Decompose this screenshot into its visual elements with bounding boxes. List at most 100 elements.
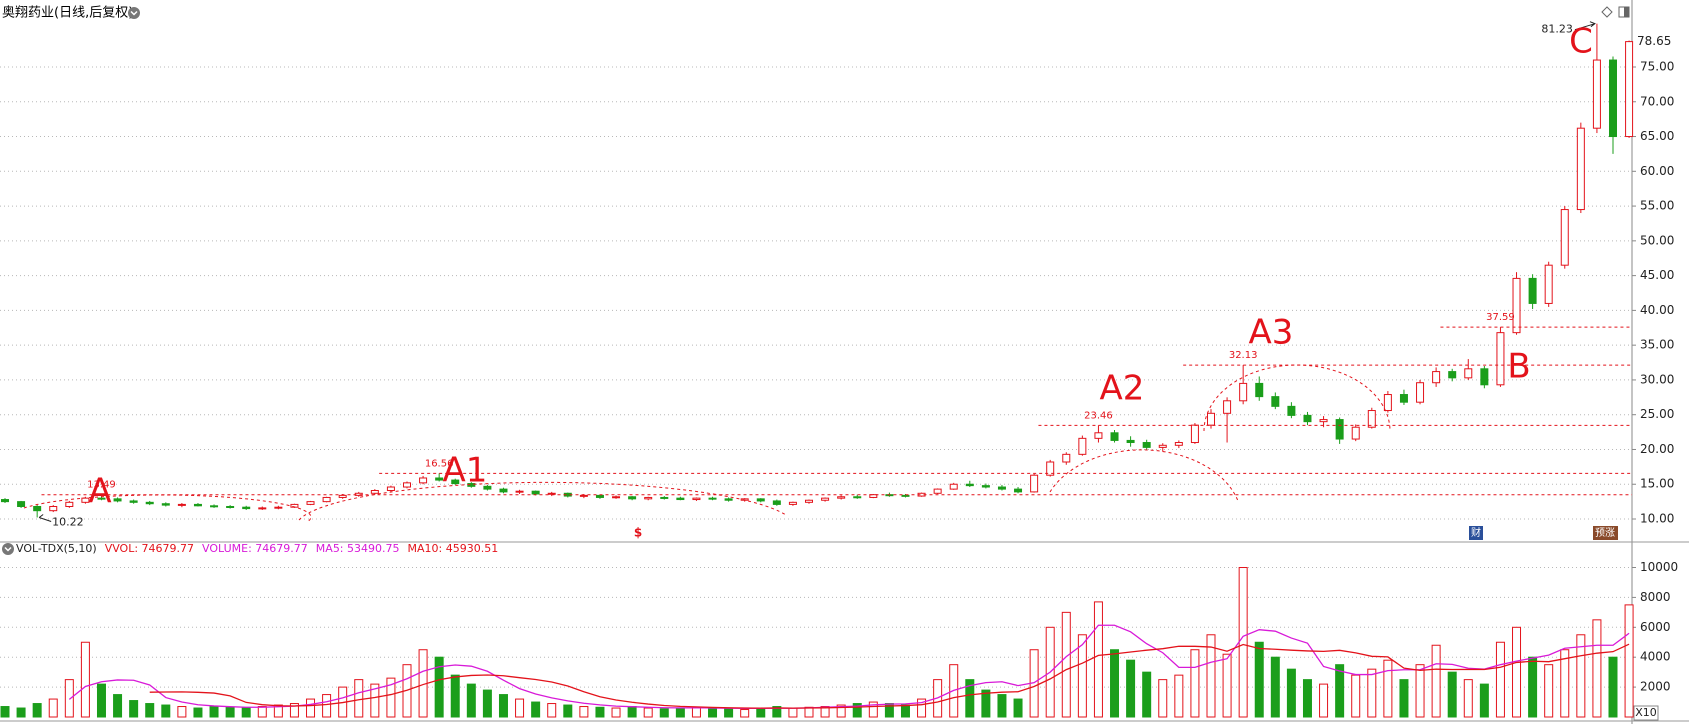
volume-bar bbox=[1512, 626, 1522, 718]
volume-bar bbox=[498, 694, 508, 718]
candle-body bbox=[1367, 410, 1376, 428]
volume-bar bbox=[724, 708, 734, 718]
ma-line bbox=[68, 624, 1630, 709]
y-tick-label: 55.00 bbox=[1640, 199, 1674, 213]
candle-body bbox=[1625, 41, 1634, 138]
candle-body bbox=[193, 503, 202, 507]
min-arrow bbox=[38, 514, 52, 522]
volume-bar bbox=[1110, 649, 1120, 718]
candle-body bbox=[1174, 442, 1183, 446]
y-tick-label: 10000 bbox=[1640, 560, 1678, 574]
volume-bar bbox=[740, 709, 750, 718]
volume-bar bbox=[1158, 679, 1168, 718]
candle-body bbox=[1399, 394, 1408, 403]
candle-body bbox=[370, 490, 379, 494]
candle-body bbox=[772, 500, 781, 505]
legend-item: MA5: 53490.75 bbox=[316, 542, 400, 555]
candle-body bbox=[1319, 419, 1328, 423]
unit-label: X10 bbox=[1635, 706, 1657, 719]
candle-body bbox=[419, 477, 428, 484]
candle-body bbox=[97, 497, 106, 500]
candle-body bbox=[531, 490, 540, 495]
candle-body bbox=[515, 490, 524, 493]
y-tick-label: 35.00 bbox=[1640, 338, 1674, 352]
pane-icons[interactable] bbox=[1601, 6, 1630, 18]
candle-body bbox=[997, 486, 1006, 490]
candle-body bbox=[242, 506, 251, 510]
high-label: 16.56 bbox=[425, 458, 454, 469]
candle-body bbox=[1158, 444, 1167, 448]
candle-body bbox=[1110, 432, 1119, 441]
high-label: 37.59 bbox=[1486, 312, 1515, 323]
candle-body bbox=[274, 506, 283, 509]
event-marker: 财 bbox=[1471, 526, 1481, 539]
volume-bar bbox=[675, 707, 685, 718]
candle-body bbox=[1142, 442, 1151, 448]
title-menu-icon[interactable] bbox=[128, 7, 140, 19]
candle-body bbox=[547, 492, 556, 495]
volume-bar bbox=[1270, 656, 1280, 718]
volume-bar bbox=[643, 707, 653, 718]
candle-body bbox=[1383, 394, 1392, 412]
candle-body bbox=[258, 507, 267, 510]
volume-bar bbox=[1286, 668, 1296, 718]
volume-bar bbox=[1319, 683, 1329, 718]
candle-body bbox=[981, 485, 990, 488]
volume-bar bbox=[1431, 644, 1441, 718]
volume-bar bbox=[868, 701, 878, 718]
menu-chevron[interactable] bbox=[4, 546, 12, 552]
candle-body bbox=[386, 486, 395, 492]
volume-bar bbox=[1302, 679, 1312, 718]
candle-body bbox=[1544, 264, 1553, 304]
menu-circle[interactable] bbox=[2, 543, 14, 555]
volume-bar bbox=[145, 703, 155, 718]
volume-bar bbox=[611, 707, 621, 718]
marker-box bbox=[1469, 526, 1483, 540]
candle-body bbox=[129, 500, 138, 503]
menu-circle[interactable] bbox=[128, 7, 140, 19]
high-label: 13.49 bbox=[87, 480, 116, 491]
candle-body bbox=[1207, 412, 1215, 426]
diamond-icon[interactable] bbox=[1601, 6, 1613, 18]
candle-body bbox=[1592, 59, 1601, 129]
volume-bar bbox=[370, 683, 380, 718]
volume-bar bbox=[804, 706, 814, 718]
candle-body bbox=[692, 497, 701, 501]
annotation: C bbox=[1569, 22, 1593, 62]
volume-bar bbox=[1142, 671, 1152, 718]
volume-bar bbox=[836, 704, 846, 718]
candle-body bbox=[821, 497, 830, 501]
candle-body bbox=[724, 498, 733, 501]
volume-bar bbox=[1190, 649, 1200, 718]
volume-menu-icon[interactable] bbox=[2, 543, 14, 555]
candle-body bbox=[1496, 332, 1505, 386]
volume-bar bbox=[80, 641, 90, 718]
last-price-label: 78.65 bbox=[1637, 34, 1671, 48]
event-marker: $ bbox=[634, 526, 642, 540]
volume-bar bbox=[595, 706, 605, 718]
y-tick-label: 6000 bbox=[1640, 620, 1671, 634]
y-tick-label: 40.00 bbox=[1640, 303, 1674, 317]
candle-body bbox=[595, 494, 604, 498]
menu-chevron[interactable] bbox=[130, 10, 138, 16]
candle-body bbox=[933, 488, 942, 494]
volume-bar bbox=[1479, 683, 1489, 718]
candle-body bbox=[837, 496, 846, 499]
volume-bar bbox=[129, 700, 139, 718]
volume-bar bbox=[257, 706, 267, 718]
volume-bar bbox=[1399, 679, 1409, 718]
candle-body bbox=[403, 482, 411, 488]
max-label: 81.23 bbox=[1541, 23, 1573, 36]
candle-body bbox=[1014, 488, 1023, 493]
chart-title: 奥翔药业(日线,后复权) bbox=[2, 5, 133, 21]
volume-bar bbox=[1383, 659, 1393, 718]
ma-line bbox=[149, 643, 1630, 709]
candle-body bbox=[1046, 461, 1055, 476]
volume-bar bbox=[289, 703, 299, 718]
y-tick-label: 8000 bbox=[1640, 590, 1671, 604]
candle-body bbox=[869, 494, 878, 498]
candle-body bbox=[33, 505, 42, 512]
volume-bar bbox=[579, 706, 589, 718]
volume-bar bbox=[1415, 664, 1425, 718]
